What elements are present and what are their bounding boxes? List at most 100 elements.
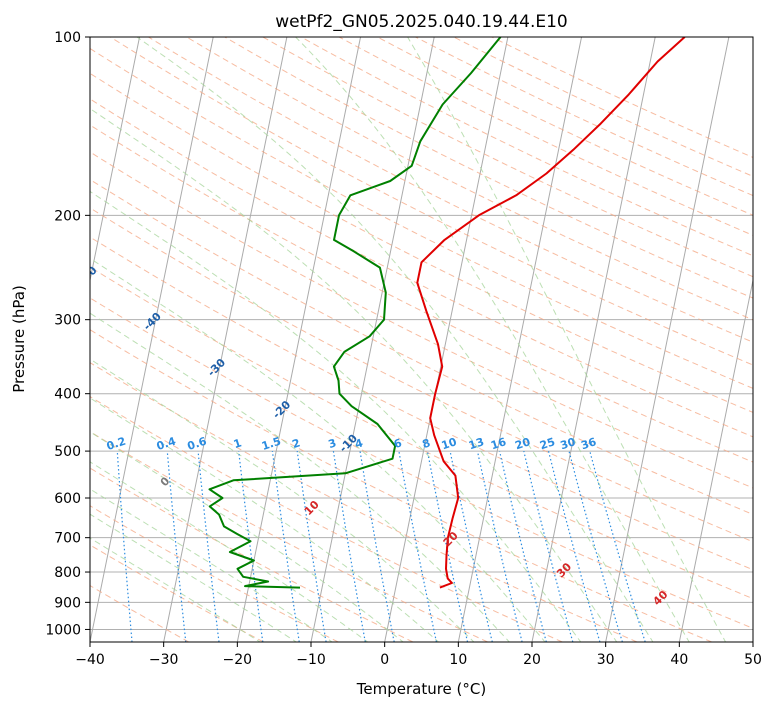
y-tick-label: 500 [54, 444, 81, 460]
x-tick-label: 10 [449, 652, 467, 668]
dry-adiabat-line [148, 37, 753, 343]
mixing-ratio-line [547, 450, 601, 642]
moist-adiabat-line [90, 190, 582, 642]
plot-frame [89, 36, 754, 643]
mixing-ratio-label: 8 [421, 436, 432, 451]
dry-adiabat-line [90, 98, 753, 438]
isotherm-line [384, 37, 509, 642]
y-tick-label: 400 [54, 387, 81, 403]
mixing-ratio-label: 0.6 [186, 434, 209, 452]
moist-adiabat-line [90, 257, 546, 642]
dry-adiabat-line [90, 207, 753, 543]
dry-adiabat-line [90, 362, 638, 642]
x-axis-title: Temperature (°C) [356, 680, 486, 698]
isotherm-line [90, 37, 214, 642]
y-tick-label: 100 [54, 30, 81, 46]
dry-adiabat-line [415, 37, 753, 197]
mixing-ratio-line [332, 451, 366, 642]
isotherm-line [90, 37, 141, 283]
mixing-ratio-line [197, 451, 220, 642]
mixing-ratio-label: 13 [467, 435, 486, 452]
mixing-ratio-line [238, 451, 264, 642]
dry-adiabat-line [90, 505, 339, 642]
temperature-profile-line [416, 37, 686, 589]
mixing-ratio-line [449, 450, 493, 642]
mixing-ratio-label: 3 [327, 436, 338, 451]
dry-adiabat-line [90, 47, 753, 389]
dry-adiabat-line [90, 297, 753, 629]
mixing-ratio-line [523, 450, 574, 642]
dry-adiabat-line [377, 37, 753, 216]
axes: −40 −30 −20 −10 0 10 20 30 40 5010020030040050060… [45, 30, 762, 668]
isotherm-line [678, 277, 753, 642]
isotherm-line [163, 37, 288, 642]
moist-adiabat-line [407, 37, 727, 642]
mixing-ratio-label: 0.2 [105, 435, 128, 453]
moist-adiabat-line [90, 397, 440, 642]
x-tick-label: −20 [223, 652, 253, 668]
mixing-ratio-label: 30 [559, 435, 578, 452]
y-tick-label: 800 [54, 565, 81, 581]
isotherm-line [531, 37, 656, 642]
mixing-ratio-label: 36 [579, 435, 598, 452]
mixing-ratio-line [296, 451, 327, 642]
x-tick-label: −40 [75, 652, 105, 668]
dry-adiabat-line [90, 124, 753, 463]
y-tick-label: 700 [54, 531, 81, 547]
background-lines [90, 37, 753, 642]
moist-adiabat-line [90, 431, 404, 642]
mixing-ratio-label: 1 [232, 436, 243, 451]
dry-adiabat-line [262, 37, 753, 278]
dry-adiabat-line [338, 37, 753, 236]
y-axis-title: Pressure (hPa) [10, 285, 28, 393]
x-tick-label: −10 [296, 652, 326, 668]
moist-adiabat-line [90, 461, 369, 642]
dry-adiabat-line [453, 37, 753, 177]
moist-adiabat-line [90, 108, 618, 642]
chart-title: wetPf2_GN05.2025.040.19.44.E10 [275, 12, 567, 32]
dry-adiabat-line [90, 236, 753, 571]
x-tick-label: 0 [380, 652, 389, 668]
mixing-ratio-line [271, 451, 300, 642]
x-tick-label: 50 [744, 652, 762, 668]
mixing-ratio-line [499, 450, 547, 642]
moist-adiabat-line [136, 37, 654, 642]
mixing-ratio-label: 4 [353, 436, 365, 451]
mixing-ratio-line [568, 450, 623, 642]
mixing-ratio-label: 20 [513, 435, 532, 452]
x-tick-label: 40 [670, 652, 688, 668]
mixing-ratio-line [589, 450, 646, 642]
x-tick-label: 30 [597, 652, 615, 668]
y-tick-label: 1000 [45, 622, 81, 638]
dry-adiabat-line [110, 37, 753, 366]
mixing-ratio-label: 1.5 [260, 435, 283, 453]
y-tick-label: 200 [54, 208, 81, 224]
moist-adiabat-line [90, 537, 262, 642]
isotherm-line [457, 37, 583, 642]
dry-adiabat-line [90, 151, 753, 489]
x-tick-label: −30 [149, 652, 179, 668]
y-tick-label: 900 [54, 595, 81, 611]
mixing-ratio-line [476, 450, 523, 642]
dry-adiabat-line [300, 37, 753, 257]
moist-adiabat-line [90, 358, 475, 642]
y-tick-label: 300 [54, 313, 81, 329]
mixing-ratio-label: 16 [489, 435, 508, 452]
mixing-ratio-label: 10 [440, 435, 459, 452]
mixing-ratio-label: 2 [290, 436, 301, 451]
dry-adiabat-line [491, 37, 753, 158]
mixing-ratio-line [359, 450, 395, 642]
mixing-ratio-line [398, 450, 437, 642]
dry-adiabat-line [90, 266, 753, 600]
mixing-ratio-label: 6 [392, 436, 404, 451]
dewpoint-profile-line [208, 37, 502, 589]
mixing-ratio-label: 0.4 [155, 434, 178, 452]
mixing-ratio-label: 25 [538, 435, 557, 452]
y-tick-label: 600 [54, 491, 81, 507]
dry-adiabat-line [90, 179, 753, 515]
dry-adiabat-line [186, 37, 753, 321]
dry-adiabat-line [90, 72, 753, 413]
mixing-ratio-line [426, 450, 469, 642]
